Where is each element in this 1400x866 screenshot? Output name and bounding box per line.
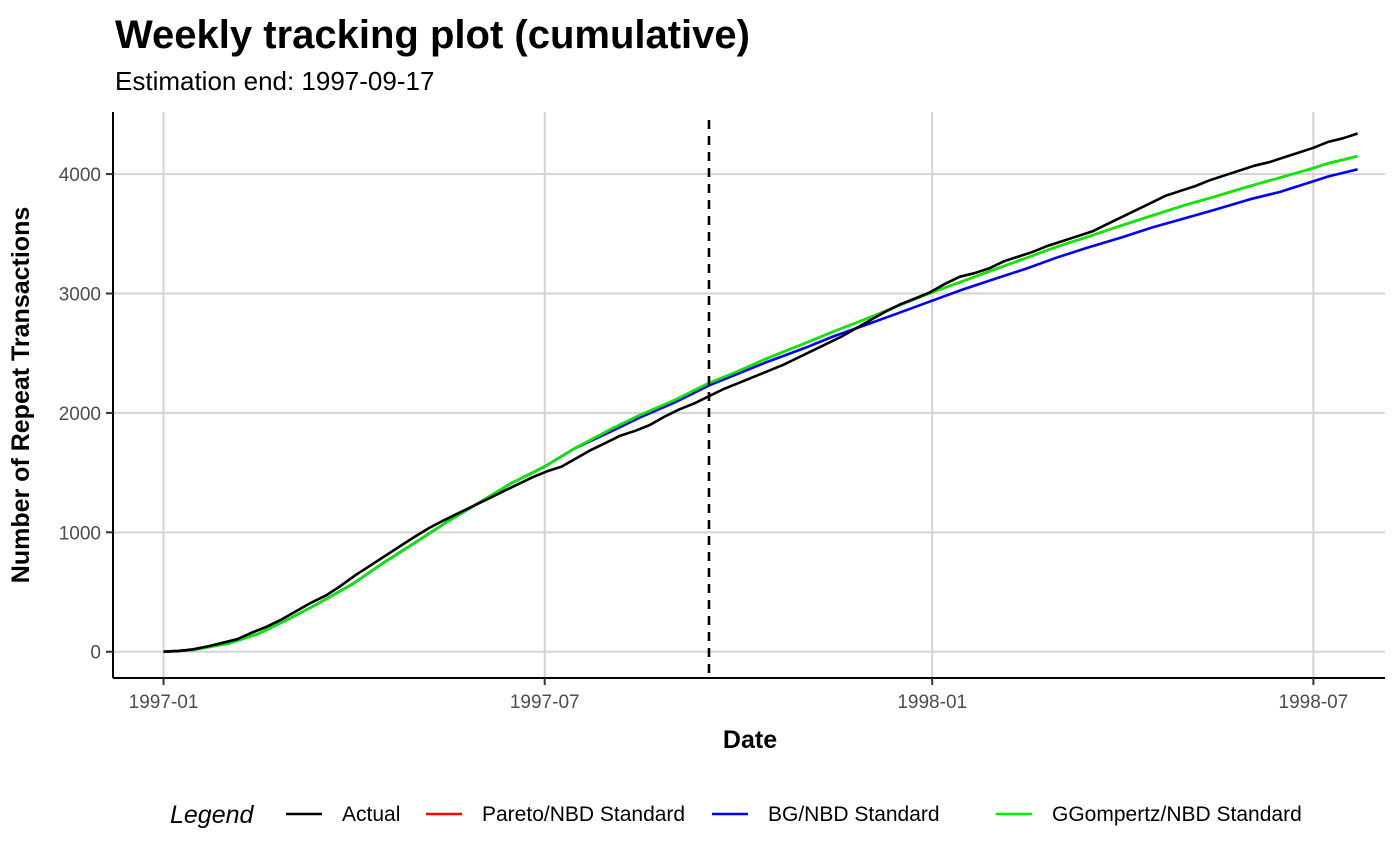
chart-subtitle: Estimation end: 1997-09-17 xyxy=(115,66,434,96)
x-tick-label-0: 1997-01 xyxy=(129,692,199,713)
grid xyxy=(113,112,1385,678)
legend-label-0: Actual xyxy=(342,803,400,826)
y-tick-label-4: 4000 xyxy=(59,165,101,186)
y-tick-label-3: 3000 xyxy=(59,285,101,306)
y-axis-title: Number of Repeat Transactions xyxy=(7,207,35,583)
series-line-bg-nbd-standard xyxy=(163,168,1358,653)
x-tick-label-1: 1997-07 xyxy=(510,692,580,713)
y-tick-label-1: 1000 xyxy=(59,523,101,544)
x-axis-title: Date xyxy=(723,726,777,754)
x-tick-label-3: 1998-07 xyxy=(1279,692,1349,713)
axes: 0 1000 2000 3000 4000 1997-01 1997-07 1998-01 19… xyxy=(59,112,1385,713)
legend-title: Legend xyxy=(170,801,255,829)
series-line-actual xyxy=(163,132,1359,653)
y-tick-label-0: 0 xyxy=(90,643,101,664)
legend-label-1: Pareto/NBD Standard xyxy=(482,803,685,826)
y-tick-label-2: 2000 xyxy=(59,404,101,425)
x-tick-label-2: 1998-01 xyxy=(897,692,967,713)
legend: Legend Actual Pareto/NBD Standard BG/NBD S… xyxy=(170,801,1302,829)
chart-title: Weekly tracking plot (cumulative) xyxy=(115,13,750,57)
legend-label-3: GGompertz/NBD Standard xyxy=(1052,803,1302,826)
series-lines xyxy=(163,132,1359,653)
series-line-pareto-nbd-standard xyxy=(163,154,1358,653)
legend-label-2: BG/NBD Standard xyxy=(768,803,940,826)
series-line-ggompertz-nbd-standard xyxy=(163,154,1358,653)
